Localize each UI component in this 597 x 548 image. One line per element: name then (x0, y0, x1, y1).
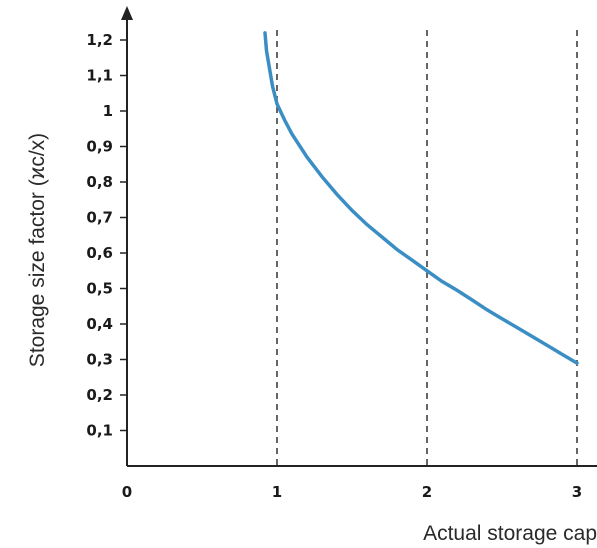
series-line (263, 31, 579, 365)
y-tick-label: 0,9 (86, 138, 113, 156)
y-axis-title: Storage size factor (ϰc/x) (26, 133, 49, 367)
y-axis-arrow (121, 6, 133, 20)
y-tick-label: 0,5 (86, 280, 113, 298)
y-tick-label: 0,7 (86, 209, 113, 227)
x-tick-label: 1 (272, 483, 282, 501)
reference-lines (276, 30, 578, 466)
y-ticks: 0,1 0,2 0,3 0,4 0,5 0,6 0,7 0,8 0,9 1 1,1 1,2 (86, 31, 127, 440)
y-tick-label: 1,2 (86, 31, 113, 49)
x-tick-label: 2 (422, 483, 432, 501)
x-ticks: 0 1 2 3 (122, 483, 582, 501)
y-tick-label: 1,1 (86, 67, 113, 85)
y-tick-label: 0,3 (86, 351, 113, 369)
x-axis-title: Actual storage cap (423, 522, 597, 545)
y-tick-label: 0,6 (86, 244, 113, 262)
x-tick-label: 3 (572, 483, 582, 501)
y-tick-label: 0,4 (86, 315, 113, 333)
y-tick-label: 0,8 (86, 173, 113, 191)
y-tick-label: 0,1 (86, 422, 113, 440)
x-tick-label: 0 (122, 483, 132, 501)
y-tick-label: 0,2 (86, 386, 113, 404)
y-tick-label: 1 (103, 102, 113, 120)
